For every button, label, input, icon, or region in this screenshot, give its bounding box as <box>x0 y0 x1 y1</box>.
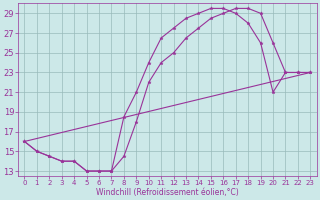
X-axis label: Windchill (Refroidissement éolien,°C): Windchill (Refroidissement éolien,°C) <box>96 188 239 197</box>
